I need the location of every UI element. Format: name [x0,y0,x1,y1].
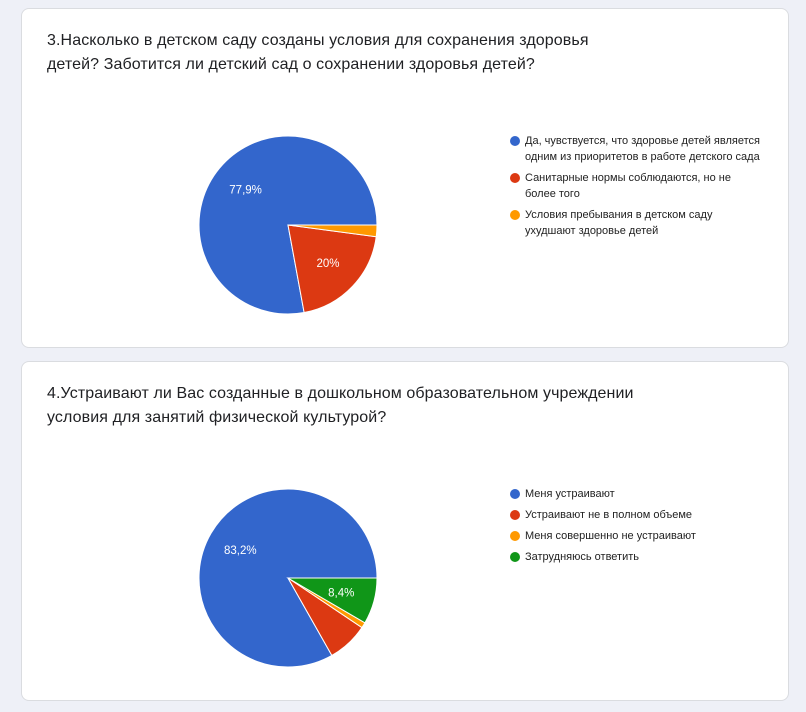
legend-item[interactable]: Затрудняюсь ответить [510,549,760,565]
question-card-3: 3.Насколько в детском саду созданы услов… [21,8,789,348]
question-title: 3.Насколько в детском саду созданы услов… [47,32,589,73]
pie-slice[interactable] [287,224,377,314]
legend-dot-icon [510,510,520,520]
slice-label: 77,9% [229,185,262,197]
legend-item[interactable]: Условия пребывания в детском саду ухудша… [510,207,760,239]
legend-label: Затрудняюсь ответить [525,551,640,563]
pie-slice[interactable] [286,577,378,624]
question-title: 4.Устраивают ли Вас созданные в дошкольн… [47,385,634,426]
legend-dot-icon [510,173,520,183]
pie-slice[interactable] [287,224,378,238]
legend-label: Меня совершенно не устраивают [525,530,696,542]
legend-dot-icon [510,531,520,541]
pie-slice[interactable] [198,135,378,315]
legend-dot-icon [510,136,520,146]
legend-label: Устраивают не в полном объеме [525,509,693,521]
legend-label: Меня устраивают [525,488,615,500]
chart-legend: Меня устраивают Устраивают не в полном об… [510,486,760,570]
pie-chart: 83,2% 8,4% [198,488,378,668]
legend-dot-icon [510,210,520,220]
legend-item[interactable]: Да, чувствуется, что здоровье детей явля… [510,133,760,165]
legend-dot-icon [510,489,520,499]
legend-label: Да, чувствуется, что здоровье детей явля… [525,135,760,163]
pie-slice[interactable] [198,488,378,668]
question-card-4: 4.Устраивают ли Вас созданные в дошкольн… [21,361,789,701]
slice-label: 8,4% [328,587,354,599]
legend-item[interactable]: Устраивают не в полном объеме [510,507,760,523]
slice-label: 20% [316,258,339,270]
legend-item[interactable]: Меня устраивают [510,486,760,502]
chart-legend: Да, чувствуется, что здоровье детей явля… [510,133,760,244]
legend-label: Санитарные нормы соблюдаются, но не боле… [525,172,731,200]
legend-item[interactable]: Санитарные нормы соблюдаются, но не боле… [510,170,760,202]
legend-label: Условия пребывания в детском саду ухудша… [525,209,713,237]
legend-item[interactable]: Меня совершенно не устраивают [510,528,760,544]
pie-chart: 77,9% 20% [198,135,378,315]
slice-label: 83,2% [224,545,257,557]
legend-dot-icon [510,552,520,562]
